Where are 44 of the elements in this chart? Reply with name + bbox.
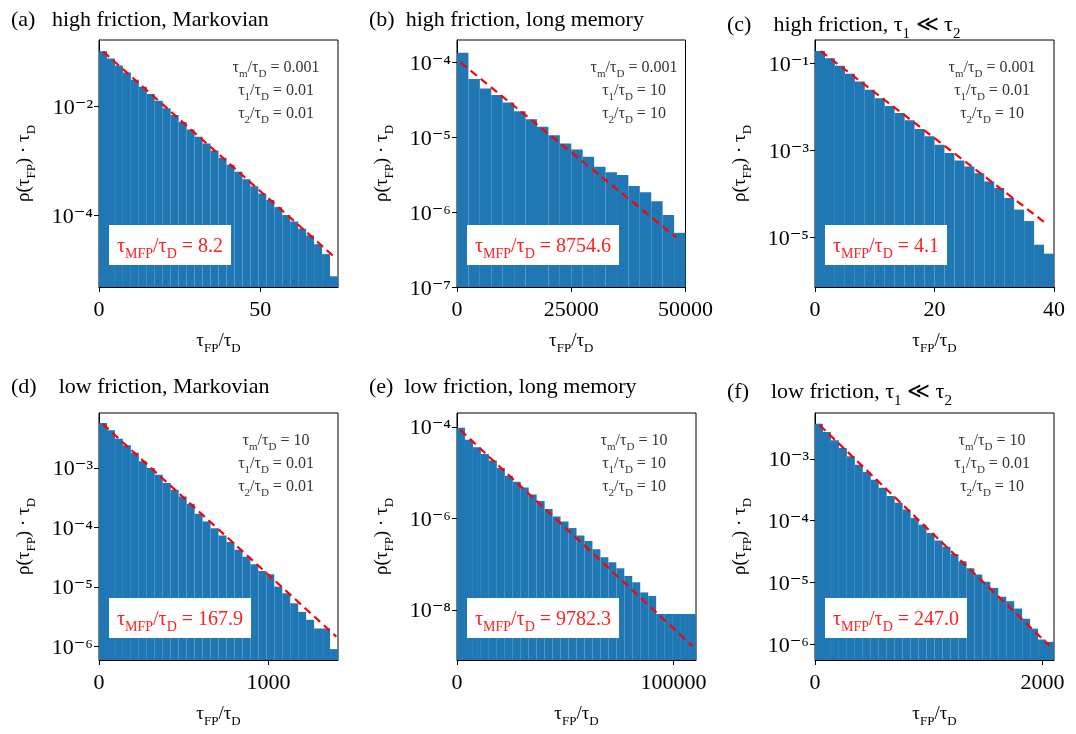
chart-title: (a) high friction, Markovian xyxy=(11,5,269,31)
x-tick-label: 50000 xyxy=(658,295,713,321)
y-tick-label: 10⁻⁵ xyxy=(767,225,809,251)
y-axis-title: ρ(τFP) · τD xyxy=(370,124,396,203)
x-tick-label: 0 xyxy=(93,295,105,321)
x-tick-label: 0 xyxy=(451,668,463,694)
y-tick-label: 10⁻⁵ xyxy=(51,574,93,600)
y-tick-label: 10⁻⁵ xyxy=(409,124,451,150)
y-tick-label: 10⁻³ xyxy=(52,455,94,481)
y-tick-label: 10⁻¹ xyxy=(768,50,809,76)
y-tick-label: 10⁻⁶ xyxy=(767,631,809,657)
y-tick-label: 10⁻⁴ xyxy=(51,202,94,228)
y-tick-label: 10⁻³ xyxy=(768,137,810,163)
x-tick-label: 1000 xyxy=(246,668,291,694)
x-tick-label: 0 xyxy=(809,668,821,694)
x-tick-label: 25000 xyxy=(543,295,599,321)
y-tick-label: 10⁻⁴ xyxy=(409,414,452,440)
chart-title: (b) high friction, long memory xyxy=(369,5,644,31)
x-tick-label: 50 xyxy=(249,295,272,321)
y-tick-label: 10⁻⁶ xyxy=(51,633,93,659)
y-tick-label: 10⁻⁵ xyxy=(767,570,809,596)
x-tick-label: 0 xyxy=(809,295,821,321)
x-tick-label: 0 xyxy=(93,668,105,694)
x-tick-label: 2000 xyxy=(1020,668,1065,694)
y-axis-title: ρ(τFP) · τD xyxy=(12,497,38,576)
y-tick-label: 10⁻⁸ xyxy=(409,597,451,623)
y-axis-title: ρ(τFP) · τD xyxy=(728,497,754,576)
y-tick-label: 10⁻⁶ xyxy=(409,199,451,225)
chart-title: (d) low friction, Markovian xyxy=(11,372,270,398)
x-tick-label: 0 xyxy=(451,295,463,321)
y-tick-label: 10⁻³ xyxy=(768,446,810,472)
y-tick-label: 10⁻⁴ xyxy=(51,514,94,540)
y-tick-label: 10⁻⁴ xyxy=(767,508,810,534)
y-tick-label: 10⁻⁶ xyxy=(409,505,451,531)
y-axis-title: ρ(τFP) · τD xyxy=(12,124,38,203)
y-axis-title: ρ(τFP) · τD xyxy=(370,497,396,576)
y-axis-title: ρ(τFP) · τD xyxy=(728,124,754,203)
y-tick-label: 10⁻² xyxy=(52,94,94,120)
chart-title: (e) low friction, long memory xyxy=(369,372,637,398)
y-tick-label: 10⁻⁴ xyxy=(409,50,452,76)
x-tick-label: 40 xyxy=(1043,295,1065,321)
x-tick-label: 20 xyxy=(923,295,946,321)
x-tick-label: 100000 xyxy=(640,668,707,694)
y-tick-label: 10⁻⁷ xyxy=(409,274,451,300)
